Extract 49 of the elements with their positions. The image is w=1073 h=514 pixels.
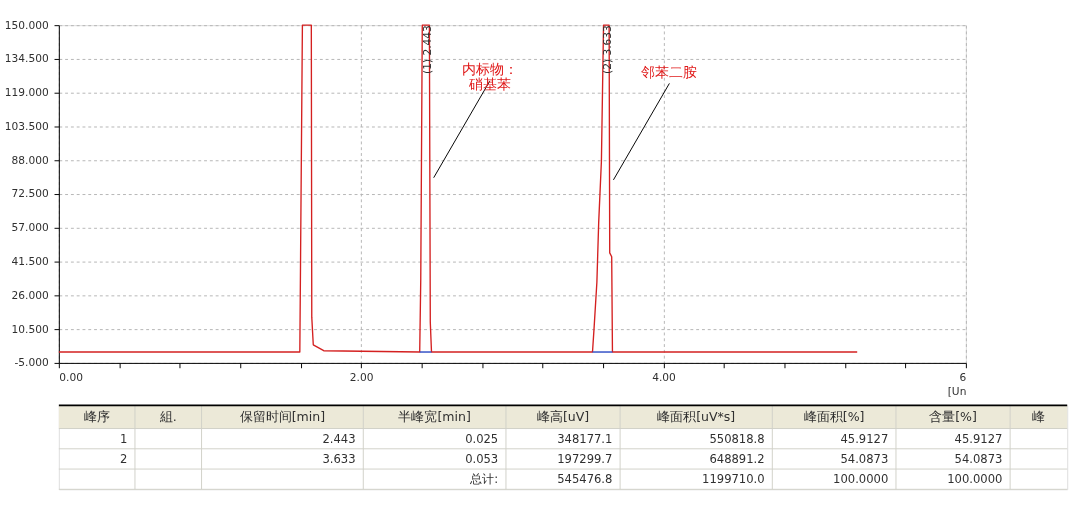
category-label: 半峰宽[min] — [398, 408, 471, 424]
x-tick-label: 4.00 — [652, 370, 677, 384]
annotation: 邻苯二胺 — [641, 63, 698, 80]
category-label: 保留时间[min] — [239, 408, 326, 424]
category-label: 組. — [158, 408, 177, 424]
text: 100.0000 — [833, 472, 889, 487]
text: 550818.8 — [709, 431, 765, 446]
y-tick-label: 150.000 — [4, 18, 49, 32]
y-tick-label: 26.000 — [11, 288, 49, 302]
x-tick-label: 2.00 — [349, 370, 374, 384]
x-tick-label: 0.00 — [59, 370, 84, 384]
category-label: 峰面积[%] — [803, 408, 865, 424]
y-tick-label: 72.500 — [11, 187, 49, 201]
x-tick-label: 6 — [959, 370, 967, 384]
text: 45.9127 — [954, 431, 1003, 446]
annotation: 内标物：硝基苯 — [461, 61, 518, 92]
text: 1 — [119, 431, 128, 446]
y-tick-label: 103.500 — [4, 119, 49, 133]
data-label: (1) 2.443 — [421, 25, 435, 74]
text: 197299.7 — [557, 451, 613, 466]
y-tick-label: 134.500 — [4, 52, 49, 66]
text: 2 — [119, 451, 128, 466]
y-tick-label: -5.000 — [14, 356, 49, 370]
text: 0.053 — [465, 451, 499, 466]
data-label: (2) 3.633 — [600, 25, 614, 74]
y-tick-label: 57.000 — [11, 221, 49, 235]
category-label: 峰面积[uV*s] — [657, 408, 736, 424]
text: 1199710.0 — [702, 472, 765, 487]
text: 54.0873 — [954, 451, 1003, 466]
text: 100.0000 — [947, 472, 1003, 487]
category-label: 峰高[uV] — [536, 408, 590, 424]
text: 0.025 — [465, 431, 499, 446]
text: 648891.2 — [709, 451, 765, 466]
text: 348177.1 — [557, 431, 613, 446]
category-label: 峰 — [1032, 408, 1046, 424]
y-tick-label: 10.500 — [11, 322, 49, 336]
y-tick-label: 119.000 — [4, 86, 49, 100]
text: 3.633 — [322, 451, 356, 466]
x-axis-title: [Un — [947, 385, 967, 399]
text: 总计: — [470, 472, 499, 487]
text: 2.443 — [322, 431, 356, 446]
text: 54.0873 — [840, 451, 889, 466]
text: 545476.8 — [557, 472, 613, 487]
y-tick-label: 41.500 — [11, 254, 49, 268]
text: 45.9127 — [840, 431, 889, 446]
category-label: 含量[%] — [929, 408, 977, 424]
y-tick-label: 88.000 — [11, 153, 49, 167]
category-label: 峰序 — [83, 408, 110, 424]
line-series — [58, 24, 858, 353]
